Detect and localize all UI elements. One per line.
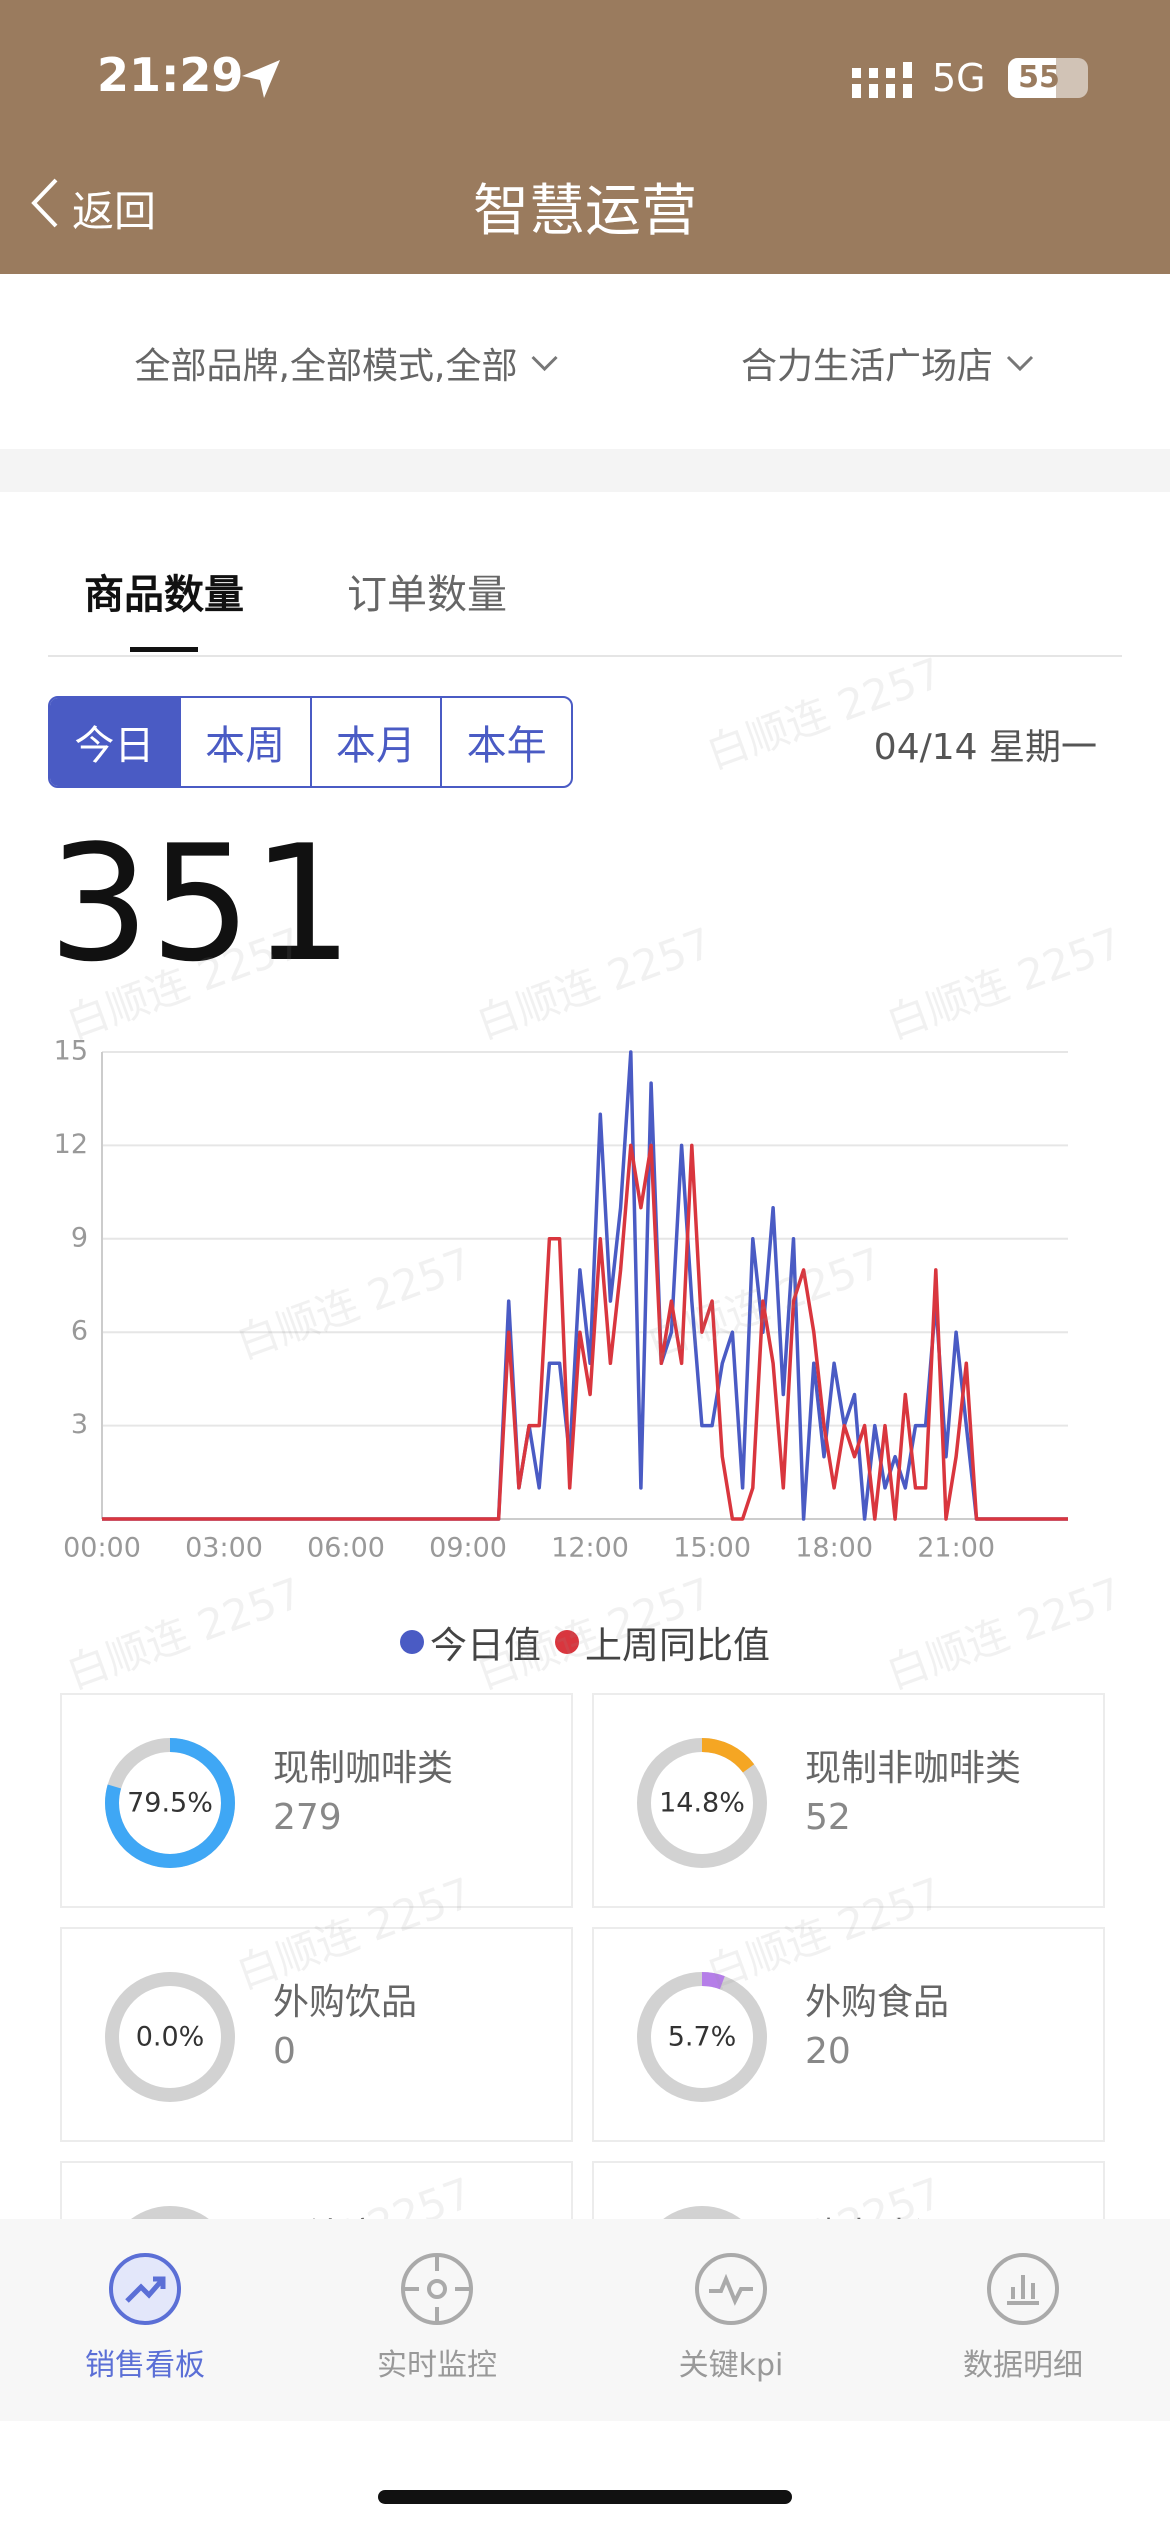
period-button[interactable]: 本月 xyxy=(309,698,441,786)
tab-indicator xyxy=(130,647,198,652)
legend: 今日值 上周同比值 xyxy=(0,1615,1170,1669)
legend-label: 今日值 xyxy=(430,1624,541,1667)
header: 21:29 5G 55 返回 智慧运营 xyxy=(0,0,1170,274)
category-card: 79.5% 现制咖啡类 279 xyxy=(60,1693,573,1908)
card-name: 外购食品 xyxy=(805,1982,950,2023)
filter[interactable]: 合力生活广场店 xyxy=(741,338,1035,388)
nav-icon[interactable] xyxy=(107,2251,183,2327)
total: 351 xyxy=(48,810,354,997)
legend-item: 今日值 xyxy=(400,1615,541,1669)
page-title: 智慧运营 xyxy=(473,179,697,244)
category-card: 0.0% 外购饮品 0 xyxy=(60,1927,573,2142)
card-name: 现制咖啡类 xyxy=(273,1748,454,1789)
donut-arc xyxy=(637,1972,767,2102)
donut: 5.7% xyxy=(637,1972,767,2102)
x-tick-label: 09:00 xyxy=(429,1533,507,1564)
card-count: 279 xyxy=(273,1797,342,1838)
y-tick-label: 6 xyxy=(71,1316,88,1347)
filter-bar xyxy=(0,274,1170,449)
y-tick-label: 15 xyxy=(54,1036,88,1067)
nav-label[interactable]: 实时监控 xyxy=(377,2348,497,2383)
x-tick-label: 06:00 xyxy=(307,1533,385,1564)
donut-label: 5.7% xyxy=(668,2022,737,2053)
donut-label: 14.8% xyxy=(659,1788,745,1819)
category-card: 14.8% 现制非咖啡类 52 xyxy=(592,1693,1105,1908)
network: 5G xyxy=(932,56,986,100)
y-tick-label: 3 xyxy=(71,1409,88,1440)
card-count: 20 xyxy=(805,2031,851,2072)
legend-marker xyxy=(555,1630,579,1654)
tab[interactable]: 订单数量 xyxy=(347,572,507,618)
location-icon xyxy=(242,60,280,98)
series-line xyxy=(102,1050,1068,1521)
home-indicator xyxy=(378,2490,792,2504)
nav-label[interactable]: 销售看板 xyxy=(85,2348,205,2383)
chevron xyxy=(531,355,558,372)
filter-label: 全部品牌,全部模式,全部 xyxy=(134,346,518,387)
battery-level: 55 xyxy=(1018,60,1060,95)
nav-label[interactable]: 关键kpi xyxy=(678,2348,784,2383)
category-card: 5.7% 外购食品 20 xyxy=(592,1927,1105,2142)
donut-track xyxy=(105,1972,235,2102)
status-time: 21:29 xyxy=(97,48,244,102)
donut-arc xyxy=(105,1738,235,1868)
x-tick-label: 21:00 xyxy=(917,1533,995,1564)
donut: 0.0% xyxy=(105,1972,235,2102)
chevron xyxy=(1006,355,1034,372)
donut: 14.8% xyxy=(637,1738,767,1868)
x-tick-label: 03:00 xyxy=(185,1533,263,1564)
card-count: 52 xyxy=(805,1797,851,1838)
legend-label: 上周同比值 xyxy=(585,1624,770,1667)
series-line xyxy=(102,1143,1068,1521)
card-name: 外购饮品 xyxy=(273,1982,418,2023)
nav-label[interactable]: 数据明细 xyxy=(963,2348,1083,2383)
back-button[interactable]: 返回 xyxy=(72,187,157,236)
donut-arc xyxy=(637,1738,767,1868)
back-icon[interactable] xyxy=(28,176,62,230)
card-count: 0 xyxy=(273,2031,296,2072)
bottom-nav xyxy=(0,2219,1170,2421)
divider xyxy=(0,449,1170,492)
battery: 55 xyxy=(1008,58,1088,98)
signal-icon xyxy=(852,62,912,98)
period-button[interactable]: 本周 xyxy=(178,698,310,786)
nav-icon[interactable] xyxy=(399,2251,475,2327)
tab-divider xyxy=(48,655,1122,657)
x-tick-label: 15:00 xyxy=(673,1533,751,1564)
x-tick-label: 18:00 xyxy=(795,1533,873,1564)
y-tick-label: 9 xyxy=(71,1222,88,1253)
card-name: 现制非咖啡类 xyxy=(805,1748,1022,1789)
date: 04/14 星期一 xyxy=(873,727,1097,768)
line-chart: 3 6 9 12 15 00:00 03:00 06:00 09:00 12:00 15:00 18:… xyxy=(54,1036,1068,1564)
donut: 79.5% xyxy=(105,1738,235,1868)
donut-label: 79.5% xyxy=(127,1788,213,1819)
nav-icon[interactable] xyxy=(693,2251,769,2327)
legend-marker xyxy=(400,1630,424,1654)
filter[interactable]: 全部品牌,全部模式,全部 xyxy=(135,338,560,388)
nav-icon[interactable] xyxy=(985,2251,1061,2327)
x-tick-label: 00:00 xyxy=(63,1533,141,1564)
legend-item: 上周同比值 xyxy=(555,1615,770,1669)
period-button[interactable]: 本年 xyxy=(440,698,571,786)
y-tick-label: 12 xyxy=(54,1129,88,1160)
donut-label: 0.0% xyxy=(136,2022,205,2053)
period-button[interactable]: 今日 xyxy=(50,698,179,786)
x-tick-label: 12:00 xyxy=(551,1533,629,1564)
filter-label: 合力生活广场店 xyxy=(740,346,994,387)
period-selector: 今日 本周 本月 本年 xyxy=(48,696,573,788)
tab[interactable]: 商品数量 xyxy=(84,572,244,618)
